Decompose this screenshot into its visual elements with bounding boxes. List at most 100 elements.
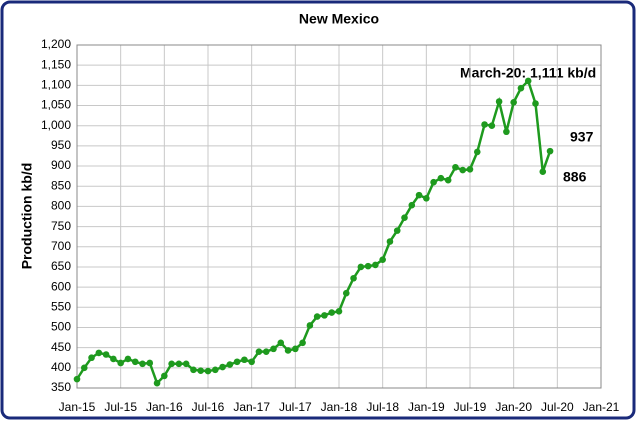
- annotation: 886: [563, 169, 587, 185]
- x-tick-label: Jan-21: [583, 400, 620, 414]
- x-tick-label: Jul-20: [541, 400, 574, 414]
- data-point: [284, 347, 292, 354]
- y-tick-label: 800: [51, 199, 71, 213]
- data-point: [73, 375, 81, 383]
- y-tick-label: 600: [51, 279, 71, 293]
- data-point: [539, 168, 547, 176]
- data-point: [197, 367, 205, 374]
- y-tick-label: 650: [51, 259, 71, 273]
- data-point: [233, 358, 241, 366]
- y-tick-label: 400: [51, 360, 71, 374]
- data-point: [80, 364, 88, 372]
- y-tick-label: 1,150: [41, 57, 71, 71]
- data-point: [262, 348, 270, 355]
- data-point: [161, 372, 168, 380]
- data-point: [430, 178, 437, 186]
- data-point: [190, 366, 197, 374]
- data-point: [473, 148, 481, 156]
- data-point: [335, 308, 343, 315]
- x-tick-label: Jul-15: [104, 400, 137, 414]
- y-tick-label: 500: [51, 320, 71, 334]
- data-point: [139, 360, 146, 368]
- y-tick-label: 850: [51, 178, 71, 192]
- data-point: [270, 345, 277, 353]
- data-point: [110, 355, 117, 363]
- data-point: [415, 191, 423, 199]
- chart-title: New Mexico: [299, 11, 379, 27]
- data-point: [364, 262, 372, 270]
- data-point: [386, 238, 394, 245]
- data-point: [350, 274, 357, 282]
- x-tick-label: Jul-16: [192, 400, 225, 414]
- data-point: [444, 176, 452, 184]
- y-tick-label: 1,100: [41, 78, 71, 92]
- annotation: March-20: 1,111 kb/d: [460, 65, 596, 81]
- x-tick-label: Jul-18: [366, 400, 399, 414]
- data-point: [168, 360, 175, 368]
- x-tick-label: Jan-19: [408, 400, 445, 414]
- y-tick-label: 1,200: [41, 37, 71, 51]
- plot-border: [76, 44, 602, 389]
- data-point: [481, 121, 488, 128]
- y-tick-label: 900: [51, 158, 71, 172]
- data-point: [459, 166, 467, 174]
- data-point: [524, 77, 532, 85]
- data-point: [342, 289, 350, 297]
- data-point: [532, 100, 539, 107]
- data-point: [379, 256, 386, 263]
- data-point: [299, 339, 306, 347]
- data-point: [211, 366, 219, 374]
- data-point: [292, 345, 299, 353]
- data-point: [357, 263, 365, 271]
- data-point: [131, 358, 139, 366]
- data-point: [88, 354, 95, 362]
- x-tick-label: Jan-16: [146, 400, 183, 414]
- y-tick-label: 950: [51, 138, 71, 152]
- data-point: [255, 348, 263, 355]
- data-point: [437, 174, 445, 182]
- y-tick-label: 450: [51, 340, 71, 354]
- y-tick-label: 1,050: [41, 98, 71, 112]
- data-point: [408, 201, 416, 209]
- data-point: [277, 339, 285, 347]
- data-point: [204, 367, 212, 375]
- data-point: [117, 359, 124, 367]
- data-point: [393, 227, 401, 234]
- data-point: [124, 355, 132, 363]
- y-tick-label: 700: [51, 239, 71, 253]
- data-point: [102, 351, 110, 358]
- y-tick-label: 750: [51, 219, 71, 233]
- data-point: [466, 165, 474, 173]
- data-point: [313, 313, 321, 320]
- data-point: [95, 349, 103, 357]
- y-axis-label: Production kb/d: [19, 163, 35, 270]
- data-point: [219, 363, 226, 371]
- data-point: [175, 360, 183, 368]
- x-tick-label: Jan-18: [321, 400, 358, 414]
- data-point: [146, 359, 154, 367]
- y-tick-label: 550: [51, 299, 71, 313]
- data-point: [495, 98, 503, 105]
- data-point: [452, 163, 459, 171]
- data-point: [306, 322, 314, 329]
- x-tick-label: Jul-19: [454, 400, 487, 414]
- x-tick-label: Jan-15: [59, 400, 96, 414]
- data-point: [321, 312, 328, 319]
- y-tick-label: 1,000: [41, 118, 71, 132]
- data-point: [226, 361, 234, 368]
- data-point: [182, 360, 190, 368]
- data-point: [546, 147, 554, 155]
- x-tick-label: Jan-17: [233, 400, 270, 414]
- data-point: [423, 195, 430, 202]
- data-point: [488, 122, 496, 130]
- data-point: [372, 261, 379, 269]
- x-tick-label: Jan-20: [495, 400, 532, 414]
- data-point: [241, 356, 248, 364]
- data-point: [510, 99, 517, 106]
- y-tick-label: 350: [51, 380, 71, 394]
- data-point: [503, 128, 510, 136]
- data-point: [517, 84, 525, 92]
- data-point: [328, 309, 336, 316]
- data-point: [248, 358, 255, 366]
